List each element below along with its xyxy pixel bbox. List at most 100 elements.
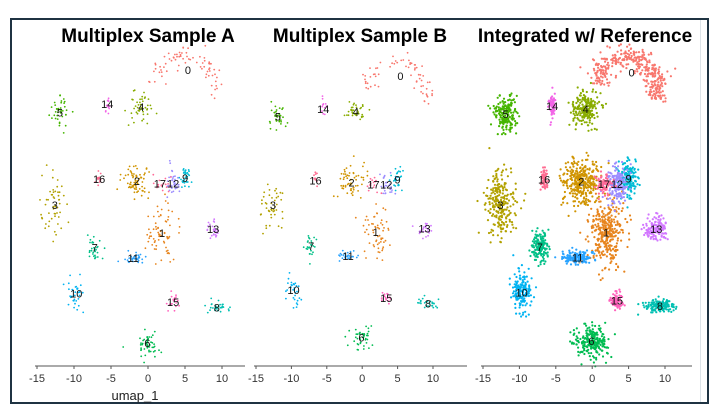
point-cluster-1	[164, 200, 167, 202]
point-cluster-4	[580, 123, 583, 126]
point-cluster-3	[510, 221, 514, 224]
point-cluster-13	[648, 231, 651, 234]
point-cluster-15	[616, 303, 619, 306]
point-cluster-2	[584, 199, 587, 202]
point-cluster-2	[346, 183, 349, 186]
point-cluster-10	[514, 294, 517, 297]
point-cluster-5	[508, 93, 511, 97]
point-cluster-4	[134, 105, 137, 107]
point-cluster-5	[278, 117, 281, 119]
point-cluster-2	[119, 179, 122, 181]
point-cluster-5	[64, 124, 67, 127]
point-cluster-2	[349, 164, 352, 167]
point-cluster-11	[132, 257, 135, 260]
point-cluster-12	[621, 192, 624, 195]
point-cluster-15	[619, 290, 622, 293]
point-cluster-10	[288, 272, 291, 274]
point-cluster-5	[275, 109, 278, 111]
cluster-label-1: 1	[373, 227, 379, 239]
point-cluster-2	[136, 179, 139, 182]
point-cluster-5	[510, 102, 513, 105]
point-cluster-3	[495, 216, 498, 219]
point-cluster-5	[512, 111, 515, 114]
point-cluster-12	[613, 194, 616, 197]
point-cluster-10	[77, 298, 80, 300]
point-cluster-5	[60, 101, 63, 104]
point-cluster-2	[583, 202, 586, 205]
point-cluster-4	[347, 114, 350, 117]
point-cluster-7	[533, 236, 537, 239]
point-cluster-0	[599, 51, 602, 54]
point-cluster-7	[539, 252, 542, 255]
point-cluster-4	[355, 114, 358, 117]
point-cluster-7	[541, 241, 544, 244]
point-cluster-13	[659, 224, 662, 227]
point-cluster-10	[300, 298, 303, 301]
point-cluster-0	[657, 94, 660, 97]
point-cluster-6	[356, 343, 359, 345]
point-cluster-9	[185, 172, 187, 175]
cluster-label-16: 16	[309, 175, 321, 187]
point-cluster-1	[382, 229, 384, 232]
point-cluster-9	[184, 171, 187, 174]
point-cluster-11	[561, 257, 564, 260]
point-cluster-3	[275, 196, 278, 199]
point-cluster-1	[157, 210, 159, 213]
point-cluster-17	[593, 175, 596, 178]
point-cluster-0	[659, 94, 662, 97]
point-cluster-6	[590, 340, 593, 343]
point-cluster-7	[88, 249, 91, 252]
point-cluster-12	[382, 192, 385, 195]
point-cluster-0	[208, 70, 211, 72]
point-cluster-3	[493, 183, 497, 186]
point-cluster-4	[583, 113, 586, 116]
point-cluster-0	[623, 52, 626, 55]
point-cluster-13	[650, 224, 654, 227]
point-cluster-12	[383, 187, 385, 190]
point-cluster-2	[579, 194, 583, 197]
point-cluster-3	[489, 231, 493, 234]
point-cluster-0	[201, 62, 204, 64]
point-cluster-0	[372, 73, 375, 76]
point-cluster-2	[589, 181, 592, 184]
point-cluster-8	[209, 306, 212, 309]
point-cluster-12	[177, 183, 180, 186]
point-cluster-13	[666, 238, 669, 241]
point-cluster-0	[210, 84, 213, 87]
point-cluster-1	[155, 228, 158, 231]
point-cluster-3	[511, 191, 515, 194]
point-cluster-2	[573, 160, 576, 163]
point-cluster-0	[606, 61, 610, 64]
point-cluster-7	[90, 249, 93, 252]
point-cluster-4	[584, 115, 587, 118]
point-cluster-3	[270, 216, 273, 219]
point-cluster-2	[345, 175, 347, 178]
point-cluster-8	[652, 301, 655, 304]
point-cluster-1	[621, 207, 624, 210]
point-cluster-0	[422, 75, 425, 77]
point-cluster-2	[344, 173, 347, 176]
point-cluster-2	[600, 165, 603, 169]
point-cluster-5	[509, 130, 512, 133]
point-cluster-9	[633, 192, 636, 195]
point-cluster-1	[616, 239, 619, 242]
point-cluster-10	[73, 294, 76, 297]
point-cluster-5	[489, 107, 492, 110]
point-cluster-3	[482, 191, 485, 194]
point-cluster-1	[374, 234, 377, 237]
point-cluster-13	[652, 227, 656, 230]
point-cluster-16	[546, 184, 549, 187]
point-cluster-6	[359, 338, 362, 340]
point-cluster-4	[588, 113, 591, 116]
point-cluster-6	[363, 333, 366, 335]
point-cluster-1	[376, 212, 379, 215]
point-cluster-1	[587, 220, 590, 223]
point-cluster-6	[585, 337, 588, 340]
point-cluster-9	[631, 166, 635, 169]
point-cluster-2	[350, 192, 353, 195]
point-cluster-9	[633, 175, 636, 178]
point-cluster-17	[372, 181, 375, 184]
point-cluster-3	[497, 186, 500, 190]
points	[476, 43, 678, 368]
point-cluster-2	[134, 184, 137, 187]
